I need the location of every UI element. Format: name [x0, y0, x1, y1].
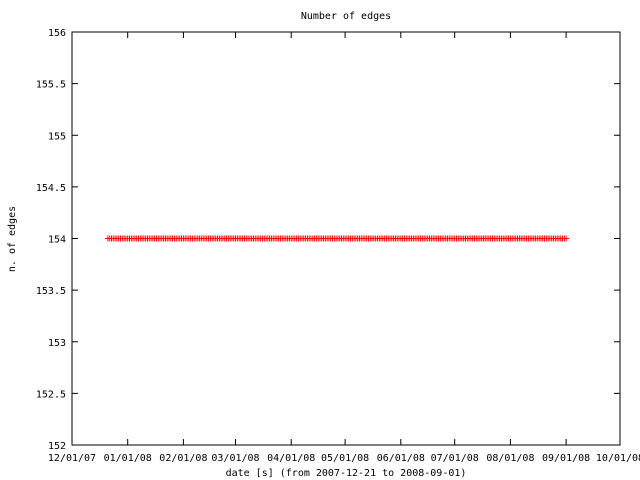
x-tick-label: 04/01/08: [267, 453, 315, 464]
x-axis-label: date [s] (from 2007-12-21 to 2008-09-01): [226, 468, 467, 479]
y-tick-label: 156: [48, 28, 66, 39]
y-tick-label: 155: [48, 131, 66, 142]
x-tick-label: 09/01/08: [542, 453, 590, 464]
x-axis: 12/01/07 01/01/08 02/01/08 03/01/08 04/01/08…: [48, 32, 640, 464]
data-point: [563, 235, 570, 242]
x-tick-label: 10/01/08: [596, 453, 640, 464]
y-tick-label: 154.5: [36, 183, 66, 194]
x-tick-label: 08/01/08: [486, 453, 534, 464]
x-tick-label: 02/01/08: [159, 453, 207, 464]
y-axis-label: n. of edges: [7, 206, 18, 272]
y-tick-label: 153.5: [36, 286, 66, 297]
x-tick-label: 06/01/08: [377, 453, 425, 464]
y-tick-label: 152: [48, 441, 66, 452]
x-tick-label: 12/01/07: [48, 453, 96, 464]
y-tick-label: 155.5: [36, 80, 66, 91]
x-tick-label: 03/01/08: [211, 453, 259, 464]
y-tick-label: 153: [48, 338, 66, 349]
x-tick-label: 07/01/08: [431, 453, 479, 464]
y-tick-label: 152.5: [36, 389, 66, 400]
y-axis: 152 152.5 153 153.5 154 154.5 155 155.5 156: [36, 28, 620, 452]
x-tick-label: 05/01/08: [321, 453, 369, 464]
x-tick-label: 01/01/08: [104, 453, 152, 464]
data-points: [104, 235, 570, 242]
y-tick-label: 154: [48, 235, 66, 246]
chart-title: Number of edges: [301, 11, 391, 22]
